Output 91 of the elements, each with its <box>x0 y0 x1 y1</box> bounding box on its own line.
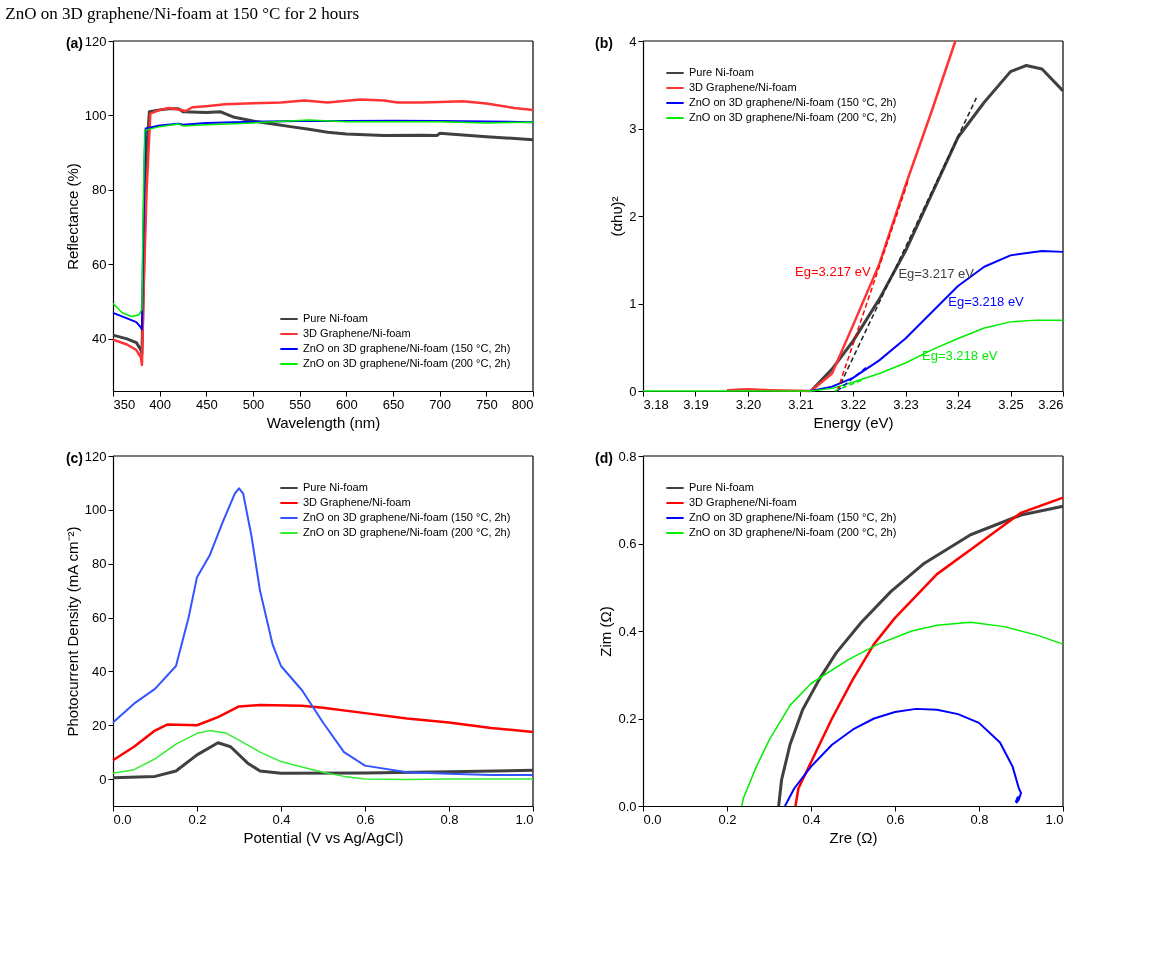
y-tick-label: 60 <box>92 256 107 272</box>
x-tick-label: 450 <box>195 396 218 412</box>
y-tick-label: 4 <box>629 33 637 49</box>
line-series <box>783 707 1022 807</box>
text: (b) <box>595 35 613 51</box>
y-tick-label: 60 <box>92 610 107 626</box>
x-tick-label: 0.2 <box>718 811 737 827</box>
y-tick-label: 0 <box>99 771 107 787</box>
annotation: Eg=3.218 eV <box>922 347 998 363</box>
y-tick-label: 120 <box>84 448 107 464</box>
chart-title: ZnO on 3D graphene/Ni-foam at 150 °C for 2 hours <box>5 4 360 23</box>
x-tick-label: 0.4 <box>272 811 291 827</box>
legend-label: ZnO on 3D graphene/Ni-foam (200 °C, 2h) <box>689 526 897 538</box>
legend-label: Pure Ni-foam <box>689 66 754 78</box>
y-tick-label: 0.8 <box>618 448 637 464</box>
y-tick-label: 100 <box>84 502 107 518</box>
legend-label: ZnO on 3D graphene/Ni-foam (150 °C, 2h) <box>689 511 897 523</box>
annotation: Eg=3.217 eV <box>898 265 975 281</box>
legend-label: ZnO on 3D graphene/Ni-foam (150 °C, 2h) <box>303 342 511 354</box>
x-tick-label: 1.0 <box>515 811 534 827</box>
y-tick-label: 40 <box>92 331 107 347</box>
legend-label: ZnO on 3D graphene/Ni-foam (200 °C, 2h) <box>303 357 511 369</box>
x-tick-label: 400 <box>149 396 172 412</box>
x-tick-label: 0.6 <box>356 811 375 827</box>
legend-label: ZnO on 3D graphene/Ni-foam (150 °C, 2h) <box>689 96 897 108</box>
line-series <box>111 703 535 762</box>
x-tick-label: 0.6 <box>886 811 905 827</box>
annotation: Eg=3.218 eV <box>948 293 1025 309</box>
legend-label: 3D Graphene/Ni-foam <box>689 81 797 93</box>
x-tick-label: 0.0 <box>643 811 662 827</box>
legend-label: 3D Graphene/Ni-foam <box>303 496 411 508</box>
x-tick-label: 3.18 <box>643 396 669 412</box>
x-tick-label: 3.21 <box>788 396 814 412</box>
x-tick-label: 3.24 <box>945 396 972 412</box>
legend-label: ZnO on 3D graphene/Ni-foam (200 °C, 2h) <box>303 526 511 538</box>
y-tick-label: 40 <box>92 663 107 679</box>
y-tick-label: 120 <box>84 33 107 49</box>
y-tick-label: 80 <box>92 556 107 572</box>
x-tick-label: 800 <box>511 396 534 412</box>
x-tick-label: 650 <box>382 396 405 412</box>
x-axis-title: Wavelength (nm) <box>266 413 381 431</box>
x-tick-label: 3.23 <box>893 396 919 412</box>
x-tick-label: 700 <box>429 396 452 412</box>
y-axis-title: Photocurrent Density (mA cm⁻²) <box>63 526 81 737</box>
x-tick-label: 0.0 <box>113 811 132 827</box>
text: (d) <box>595 450 613 466</box>
y-tick-label: 80 <box>92 182 107 198</box>
legend-label: ZnO on 3D graphene/Ni-foam (200 °C, 2h) <box>689 111 897 123</box>
x-tick-label: 0.8 <box>440 811 459 827</box>
legend-label: 3D Graphene/Ni-foam <box>689 496 797 508</box>
x-tick-label: 3.26 <box>1038 396 1064 412</box>
line-series <box>111 741 535 780</box>
legend-label: ZnO on 3D graphene/Ni-foam (150 °C, 2h) <box>303 511 511 523</box>
x-tick-label: 3.20 <box>735 396 762 412</box>
x-tick-label: 0.8 <box>970 811 989 827</box>
y-tick-label: 1 <box>629 296 637 311</box>
x-tick-label: 0.2 <box>188 811 207 827</box>
x-tick-label: 500 <box>242 396 265 412</box>
y-axis-title: Reflectance (%) <box>63 163 81 270</box>
x-tick-label: 600 <box>335 396 358 412</box>
y-tick-label: 2 <box>629 208 637 224</box>
y-tick-label: 0.6 <box>618 536 637 551</box>
y-tick-label: 0.2 <box>618 711 637 726</box>
y-axis-title: (αhυ)² <box>608 196 626 237</box>
x-axis-title: Zre (Ω) <box>829 828 878 846</box>
text: (c) <box>65 450 83 466</box>
annotation: Eg=3.217 eV <box>795 263 871 279</box>
x-tick-label: 1.0 <box>1045 811 1064 827</box>
y-tick-label: 100 <box>84 107 107 123</box>
x-tick-label: 3.19 <box>683 396 709 412</box>
x-axis-title: Potential (V vs Ag/AgCl) <box>243 828 404 846</box>
x-tick-label: 0.4 <box>802 811 821 827</box>
y-axis-title: Zim (Ω) <box>597 606 615 657</box>
x-tick-label: 750 <box>475 396 498 412</box>
legend-label: 3D Graphene/Ni-foam <box>303 327 411 339</box>
y-tick-label: 20 <box>92 717 107 733</box>
y-tick-label: 0.0 <box>618 798 637 814</box>
x-axis-title: Energy (eV) <box>813 413 894 431</box>
x-tick-label: 3.25 <box>998 396 1024 412</box>
legend-label: Pure Ni-foam <box>303 481 368 493</box>
x-tick-label: 3.22 <box>840 396 867 412</box>
y-tick-label: 3 <box>629 121 637 136</box>
x-tick-label: 550 <box>289 396 312 412</box>
x-tick-label: 350 <box>113 396 136 412</box>
text: (a) <box>65 35 83 51</box>
line-series <box>112 729 534 781</box>
line-series <box>740 621 1064 807</box>
y-tick-label: 0.4 <box>618 623 637 639</box>
legend-label: Pure Ni-foam <box>303 312 368 324</box>
legend-label: Pure Ni-foam <box>689 481 754 493</box>
y-tick-label: 0 <box>629 383 637 399</box>
